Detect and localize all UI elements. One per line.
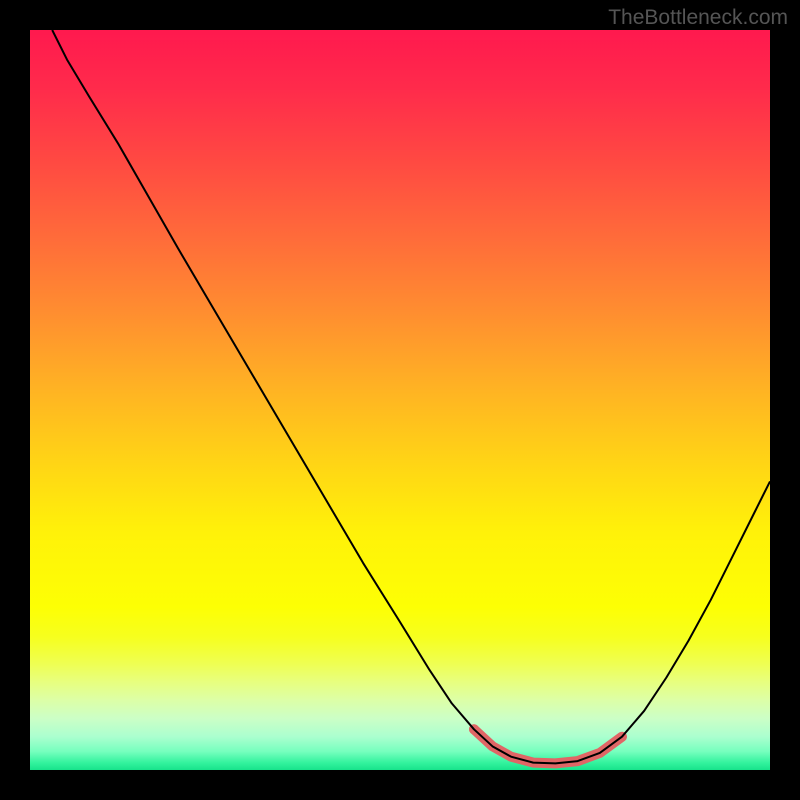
bottleneck-curve [52, 30, 770, 763]
plot-area [30, 30, 770, 770]
optimal-range-band [474, 729, 622, 763]
chart-svg [30, 30, 770, 770]
watermark-text: TheBottleneck.com [608, 6, 788, 30]
